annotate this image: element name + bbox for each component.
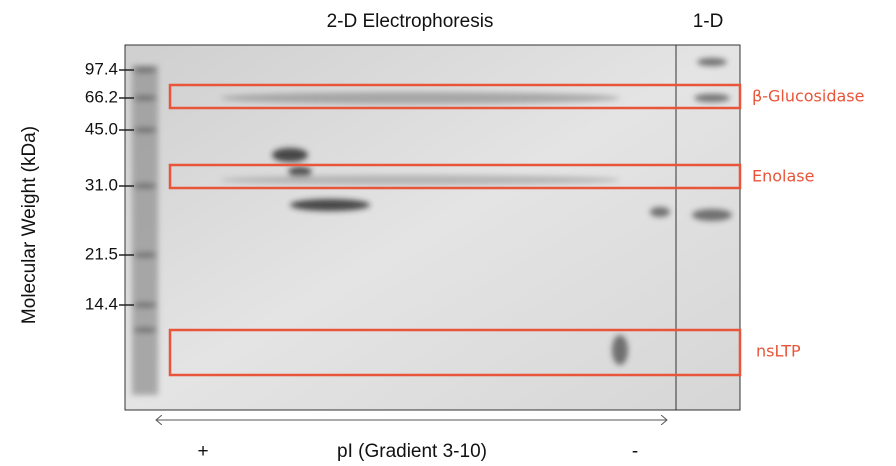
lane-title: 1-D [693, 11, 724, 32]
marker-label: 97.4 [85, 59, 118, 78]
band-label: Enolase [752, 167, 814, 186]
band-label: nsLTP [756, 342, 801, 361]
band-label: β-Glucosidase [752, 87, 864, 106]
x-right-label: - [632, 441, 638, 462]
marker-label: 21.5 [85, 244, 118, 263]
marker-label: 66.2 [85, 87, 118, 106]
band-box [168, 163, 742, 190]
x-axis-label: pI (Gradient 3-10) [337, 441, 487, 462]
title: 2-D Electrophoresis [327, 11, 494, 32]
gel [124, 44, 741, 411]
x-left-label: + [197, 441, 208, 462]
band-boxes [168, 83, 742, 377]
band-box [168, 83, 742, 110]
marker-label: 31.0 [85, 175, 118, 194]
marker-label: 45.0 [85, 119, 118, 138]
y-axis-label: Molecular Weight (kDa) [19, 126, 40, 324]
band-box [168, 328, 742, 377]
marker-label: 14.4 [85, 294, 118, 313]
